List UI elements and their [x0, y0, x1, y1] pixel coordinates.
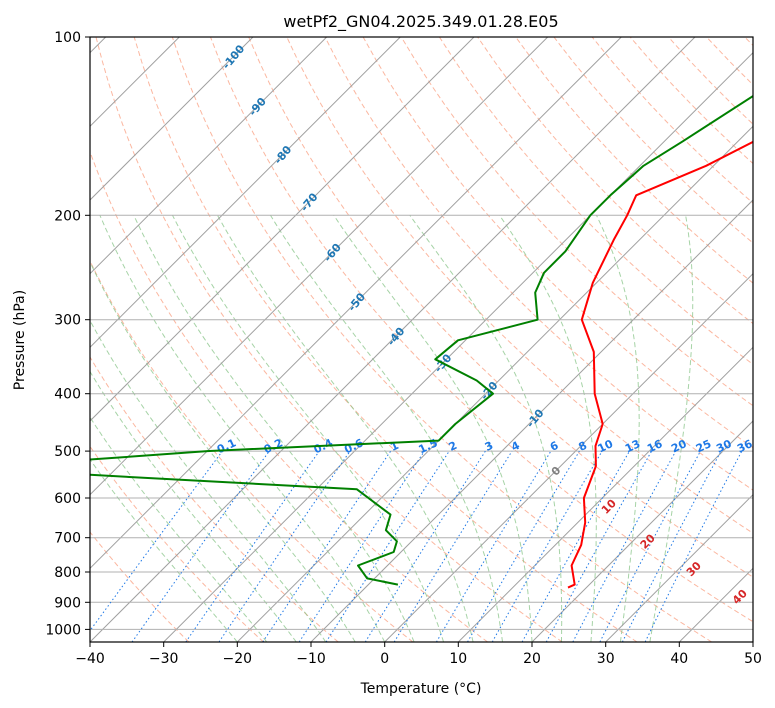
- dry-adiabat-line: [438, 37, 753, 366]
- mixing-ratio-line: [298, 450, 425, 642]
- x-tick-label: 50: [744, 651, 762, 667]
- y-tick-label: 800: [54, 565, 81, 581]
- moist-adiabat-line: [596, 215, 640, 642]
- mixing-ratio-line: [572, 450, 677, 642]
- dry-adiabat-line: [95, 37, 563, 642]
- dry-adiabat-line: [515, 37, 753, 284]
- x-tick-label: 20: [523, 651, 541, 667]
- mixing-ratio-line: [393, 450, 513, 642]
- y-tick-label: 600: [54, 491, 81, 507]
- y-tick-label: 200: [54, 208, 81, 224]
- mixing-ratio-line: [131, 450, 270, 642]
- y-tick-label: 700: [54, 531, 81, 547]
- y-tick-label: 900: [54, 595, 81, 611]
- x-tick-label: 30: [597, 651, 615, 667]
- mixing-ratio-line: [521, 450, 630, 642]
- x-axis-label: Temperature (°C): [360, 681, 482, 697]
- y-tick-label: 1000: [45, 622, 81, 638]
- isotherm-line: [90, 37, 622, 570]
- x-tick-label: −30: [149, 651, 179, 667]
- x-tick-label: 10: [449, 651, 467, 667]
- plot-frame: [89, 36, 754, 643]
- y-axis: 100 200 300 400 500 600 700 800 900 1000: [45, 30, 90, 638]
- y-tick-label: 100: [54, 30, 81, 46]
- mixing-ratio-label: 10: [596, 437, 616, 455]
- mixing-ratio-line: [644, 450, 743, 642]
- mixing-ratio-label: 25: [694, 437, 713, 455]
- y-tick-label: 300: [54, 313, 81, 329]
- moist-adiabat-line: [90, 319, 327, 642]
- moist-adiabat-line: [90, 416, 268, 642]
- dry-adiabat-line: [90, 445, 264, 642]
- isotherm-line: [384, 272, 753, 642]
- isotherm-line: [163, 51, 753, 642]
- x-tick-label: −10: [296, 651, 326, 667]
- temperature-profile-line: [567, 140, 753, 589]
- mixing-ratio-label: 16: [645, 437, 665, 455]
- plot-background: [90, 37, 753, 642]
- dry-adiabat-line: [90, 150, 488, 642]
- y-axis-label: Pressure (hPa): [12, 290, 28, 390]
- x-axis: −40 −30 −20 −10 0 10 20 30 40 50: [75, 642, 762, 667]
- dry-adiabat-line: [324, 37, 753, 491]
- isotherm-line: [90, 37, 696, 642]
- mixing-ratio-line: [185, 450, 320, 642]
- mixing-ratio-label: 36: [735, 437, 755, 455]
- mixing-ratio-line: [545, 450, 653, 642]
- mixing-ratio-lines: [90, 450, 743, 642]
- isotherm-line: [90, 37, 328, 275]
- mixing-ratio-label: 30: [714, 437, 734, 455]
- mixing-ratio-line: [218, 450, 351, 642]
- moist-adiabat-line: [172, 215, 445, 642]
- data-series: [90, 94, 753, 589]
- x-tick-label: −40: [75, 651, 105, 667]
- dry-adiabat-line: [248, 37, 753, 578]
- x-tick-label: 40: [670, 651, 688, 667]
- dry-adiabat-line: [133, 37, 638, 642]
- grid-lines: [90, 37, 753, 642]
- isotherm-line: [531, 420, 753, 642]
- dry-adiabat-line: [400, 37, 753, 407]
- moist-adiabat-line: [90, 370, 297, 642]
- dry-adiabat-line: [90, 531, 190, 642]
- isotherm-line: [90, 37, 254, 201]
- isotherm-line: [90, 37, 475, 422]
- mixing-ratio-label: 13: [623, 437, 642, 455]
- moist-adiabats: [90, 215, 694, 642]
- mixing-ratio-label: 20: [669, 437, 689, 455]
- moist-adiabat-line: [649, 215, 694, 642]
- moist-adiabat-line: [90, 458, 238, 642]
- chart-title: wetPf2_GN04.2025.349.01.28.E05: [283, 12, 558, 32]
- isotherm-line: [310, 199, 753, 642]
- dewpoint-profile-line: [90, 94, 753, 586]
- isotherm-line: [236, 125, 753, 642]
- isotherm-line: [90, 37, 549, 496]
- mixing-ratio-line: [325, 450, 450, 642]
- isotherm-line: [605, 493, 753, 642]
- moist-adiabat-line: [99, 215, 386, 642]
- isotherm-line: [90, 37, 401, 349]
- x-tick-label: 0: [380, 651, 389, 667]
- moist-adiabat-line: [270, 215, 503, 642]
- moist-adiabat-line: [133, 215, 415, 642]
- isotherm-line: [457, 346, 753, 642]
- moist-adiabat-line: [90, 260, 356, 642]
- y-tick-label: 500: [54, 444, 81, 460]
- x-tick-label: −20: [223, 651, 253, 667]
- y-tick-label: 400: [54, 387, 81, 403]
- dry-adiabat-line: [210, 37, 753, 623]
- plot-area: 0.1 0.2 0.4 0.6 1 1.5 2 3 4 6 8 10 13 16 20 25 30 36-100-…: [89, 36, 755, 643]
- moist-adiabat-line: [499, 215, 597, 642]
- mixing-ratio-line: [262, 450, 392, 642]
- dry-adiabat-line: [90, 356, 339, 642]
- moist-adiabat-line: [409, 215, 563, 642]
- mixing-ratio-line: [90, 450, 223, 632]
- dry-adiabat-line: [171, 37, 712, 642]
